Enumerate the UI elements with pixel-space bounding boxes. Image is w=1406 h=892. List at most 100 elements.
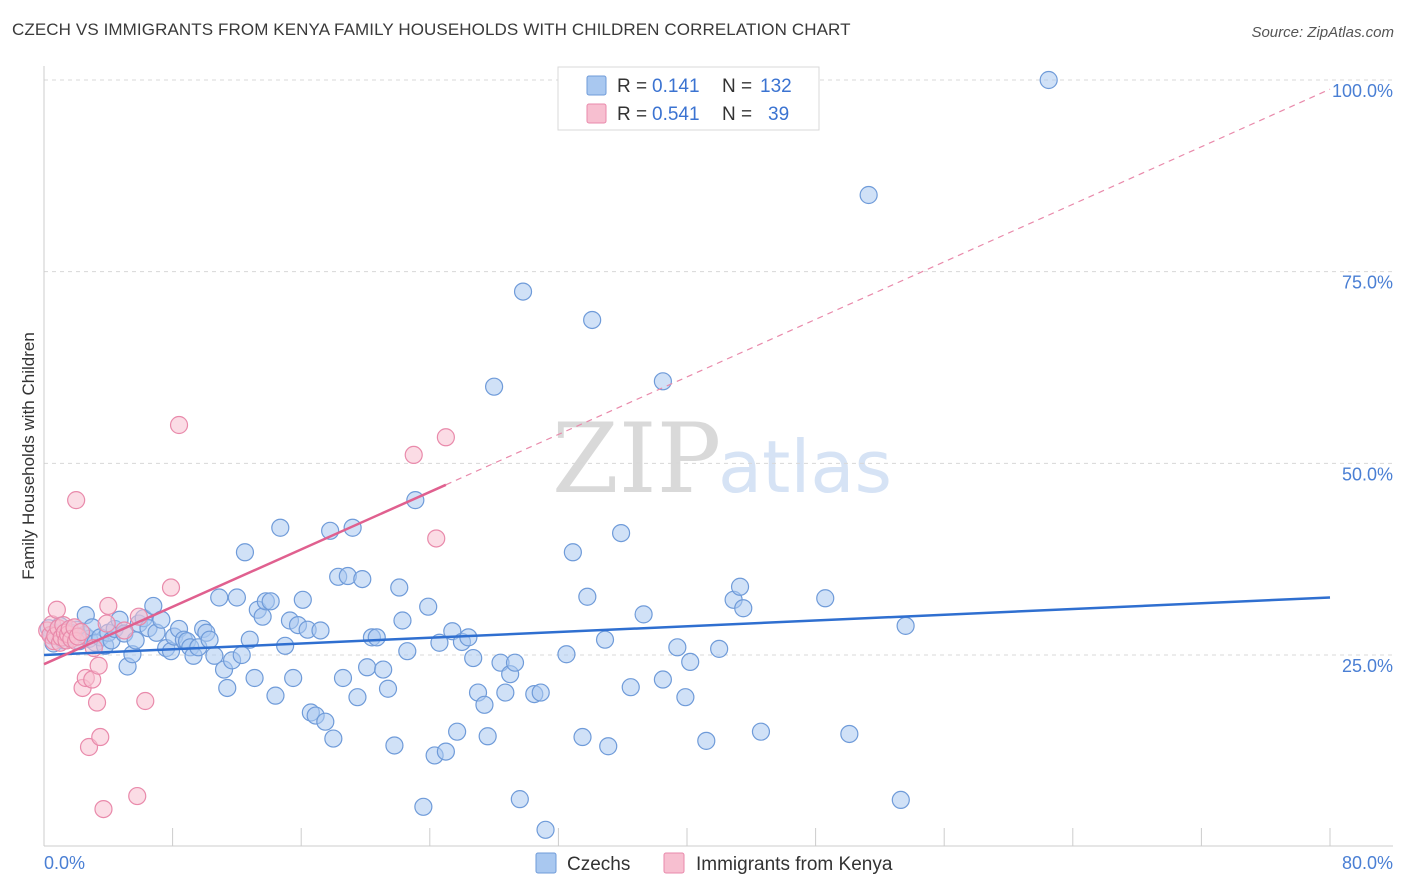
czechs-point (324, 729, 343, 748)
kenya-n-value: 39 (768, 104, 789, 125)
czechs-point (697, 731, 716, 750)
czechs-point (374, 660, 393, 679)
czechs-point (536, 820, 555, 839)
y-axis-title: Family Households with Children (19, 332, 38, 580)
czechs-point (390, 578, 409, 597)
czechs-point (293, 590, 312, 609)
czechs-point (393, 611, 412, 630)
czechs-point (378, 679, 398, 698)
y-tick-label-25: 25.0% (1342, 656, 1393, 676)
czechs-point (531, 683, 550, 702)
czechs-point (385, 736, 404, 755)
czechs-point (240, 630, 259, 649)
kenya-point (436, 428, 455, 447)
czechs-point (513, 282, 533, 301)
czechs-n-value: 132 (760, 76, 792, 97)
grid-lines (44, 79, 1393, 656)
czechs-n-label: N = (722, 76, 752, 97)
kenya-point (71, 622, 91, 642)
czechs-point (253, 607, 272, 626)
kenya-point (67, 491, 86, 510)
czechs-point (478, 727, 497, 746)
axes (43, 66, 1393, 847)
chart-title: CZECH VS IMMIGRANTS FROM KENYA FAMILY HO… (12, 20, 851, 39)
kenya-swatch (586, 103, 607, 124)
series-legend: Czechs Immigrants from Kenya (535, 852, 893, 875)
kenya-point (128, 786, 147, 806)
czechs-point (475, 695, 494, 714)
kenya-r-value: 0.541 (652, 104, 700, 125)
czechs-point (353, 569, 372, 589)
kenya-n-label: N = (722, 104, 752, 125)
czechs-point (681, 652, 700, 672)
kenya-point (404, 445, 423, 464)
czechs-point (730, 577, 750, 596)
czechs-point (896, 616, 915, 635)
trend-lines (43, 88, 1331, 666)
czechs-point (1039, 70, 1058, 90)
czechs-point (595, 630, 615, 649)
czechs-trend-line (43, 596, 1331, 657)
czechs-point (859, 185, 878, 205)
legend-czechs-label: Czechs (567, 854, 630, 875)
kenya-point (136, 691, 155, 711)
watermark-atlas: atlas (718, 425, 892, 509)
czechs-point (653, 670, 672, 689)
kenya-point (89, 656, 108, 675)
czechs-point (621, 678, 640, 697)
czechs-point (676, 688, 695, 707)
czechs-point (367, 628, 386, 647)
kenya-r-label: R = (617, 104, 647, 125)
y-tick-label-50: 50.0% (1342, 464, 1393, 484)
czechs-point (816, 589, 835, 608)
czechs-point (358, 658, 377, 677)
y-tick-label-75: 75.0% (1342, 273, 1393, 293)
czechs-point (348, 688, 367, 707)
legend-czechs-swatch (535, 852, 557, 874)
czechs-point (573, 727, 592, 747)
czechs-point (419, 597, 438, 616)
czechs-point (261, 592, 280, 611)
watermark: ZIP atlas (552, 403, 892, 515)
czechs-point (891, 790, 910, 810)
czechs-point (583, 310, 602, 330)
czechs-point (436, 742, 455, 761)
czechs-point (200, 630, 219, 649)
czechs-point (227, 588, 246, 607)
czechs-r-value: 0.141 (652, 76, 700, 97)
y-tick-labels: 25.0% 50.0% 75.0% 100.0% (1332, 81, 1393, 676)
czechs-point (599, 737, 618, 756)
czechs-point (710, 639, 729, 658)
kenya-points (38, 415, 455, 819)
czechs-point (284, 668, 303, 688)
czechs-point (210, 588, 229, 607)
czechs-point (333, 668, 353, 688)
czechs-point (496, 683, 515, 702)
kenya-point (99, 596, 118, 616)
czechs-point (485, 377, 504, 396)
kenya-point (161, 578, 181, 597)
czechs-r-label: R = (617, 76, 647, 97)
czechs-point (235, 543, 255, 562)
kenya-point (427, 529, 446, 548)
x-tick-label-min: 0.0% (44, 853, 85, 873)
czechs-point (734, 599, 753, 618)
czechs-point (563, 543, 582, 562)
czechs-point (398, 642, 417, 661)
kenya-point (91, 727, 110, 747)
czechs-point (266, 686, 285, 705)
watermark-zip: ZIP (552, 403, 721, 515)
legend-kenya-label: Immigrants from Kenya (696, 854, 893, 875)
czechs-point (464, 648, 483, 668)
czechs-point (414, 797, 433, 816)
czechs-point (232, 645, 251, 665)
czechs-point (316, 712, 335, 731)
czechs-point (271, 518, 290, 537)
kenya-point (47, 600, 66, 619)
kenya-trend-line (43, 483, 447, 666)
stats-legend: R = 0.141 N = 132 R = 0.541 N = 39 (557, 66, 820, 131)
czechs-point (611, 523, 631, 543)
czechs-point (653, 372, 672, 391)
czechs-point (276, 636, 295, 655)
